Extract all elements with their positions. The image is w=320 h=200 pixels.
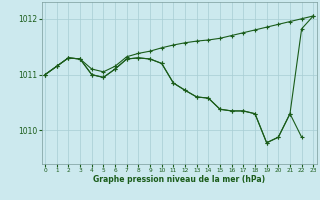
X-axis label: Graphe pression niveau de la mer (hPa): Graphe pression niveau de la mer (hPa) xyxy=(93,175,265,184)
